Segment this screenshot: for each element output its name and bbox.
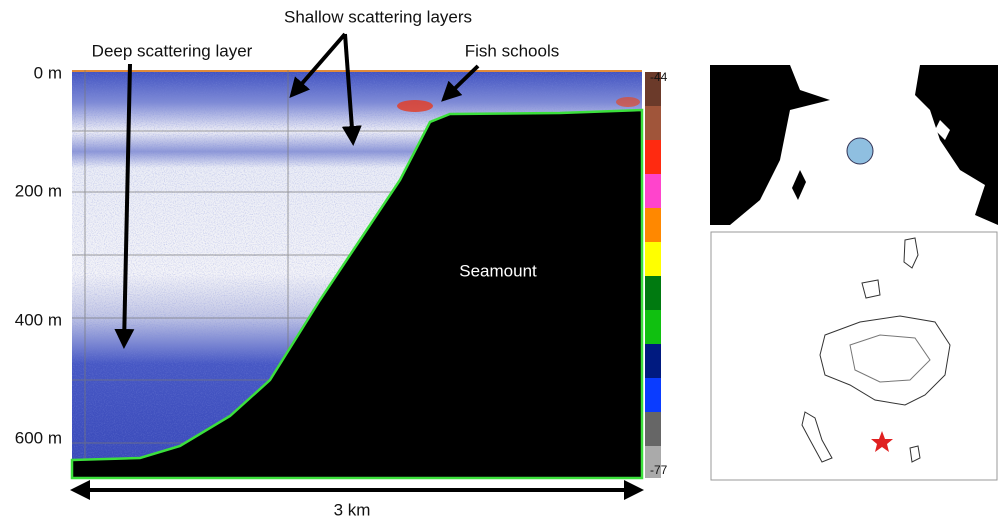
fish-school <box>616 97 640 107</box>
seamount <box>70 108 644 480</box>
arrows <box>114 32 480 349</box>
annotation: Shallow scattering layers <box>284 7 472 26</box>
overview-map <box>710 65 998 225</box>
depth-tick: 0 m <box>34 63 62 82</box>
colorbar-label: -44 <box>650 70 668 84</box>
depth-tick: 200 m <box>15 181 62 200</box>
colorbar <box>645 72 661 478</box>
scale-label: 3 km <box>334 500 371 519</box>
detail-map <box>710 231 998 481</box>
colorbar-label: -77 <box>650 463 668 477</box>
depth-tick: 400 m <box>15 310 62 329</box>
annotation: Fish schools <box>465 41 559 60</box>
seamount-label: Seamount <box>459 261 537 280</box>
annotation: Deep scattering layer <box>92 41 253 60</box>
fish-school <box>397 100 433 112</box>
depth-tick: 600 m <box>15 428 62 447</box>
